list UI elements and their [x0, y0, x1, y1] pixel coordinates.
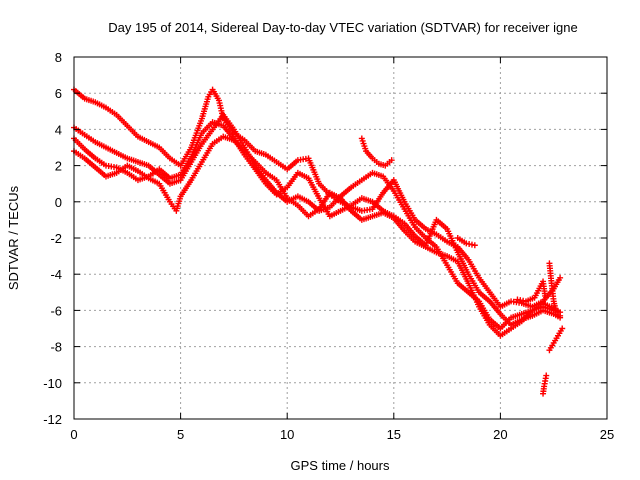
y-tick-label: 6	[55, 86, 62, 101]
x-tick-label: 15	[387, 427, 401, 442]
series-segment-22h-low	[546, 325, 566, 354]
x-tick-label: 5	[177, 427, 184, 442]
data-point	[559, 325, 566, 332]
y-tick-label: 0	[55, 195, 62, 210]
series-segment-13h	[358, 135, 395, 169]
y-tick-label: 8	[55, 50, 62, 65]
series-segment-21h	[514, 278, 549, 305]
series-segment-22h-dip	[540, 372, 550, 397]
y-tick-label: 2	[55, 159, 62, 174]
data-point	[557, 274, 564, 281]
y-axis-label: SDTVAR / TECUs	[6, 185, 21, 290]
x-tick-label: 0	[70, 427, 77, 442]
x-tick-label: 20	[493, 427, 507, 442]
series-track-3	[71, 119, 564, 328]
plot-marks	[71, 86, 566, 397]
data-point	[552, 307, 559, 314]
y-tick-label: -10	[43, 376, 62, 391]
chart-title: Day 195 of 2014, Sidereal Day-to-day VTE…	[108, 20, 577, 35]
axis-ticks	[73, 56, 608, 420]
x-tick-label: 10	[280, 427, 294, 442]
data-point	[471, 242, 478, 249]
y-tick-label: 4	[55, 122, 62, 137]
series-segment-22h-up	[546, 260, 559, 314]
data-point	[542, 292, 549, 299]
y-tick-label: -6	[50, 303, 62, 318]
y-tick-label: -8	[50, 340, 62, 355]
data-point	[543, 372, 550, 379]
x-axis-label: GPS time / hours	[291, 458, 390, 473]
y-tick-label: -4	[50, 267, 62, 282]
series-segment-18h	[454, 235, 478, 249]
data-point	[557, 309, 564, 316]
data-point	[388, 157, 395, 164]
x-tick-label: 25	[600, 427, 614, 442]
data-point	[557, 314, 564, 321]
y-tick-label: -2	[50, 231, 62, 246]
series-track-4	[71, 133, 564, 339]
y-tick-label: -12	[43, 412, 62, 427]
